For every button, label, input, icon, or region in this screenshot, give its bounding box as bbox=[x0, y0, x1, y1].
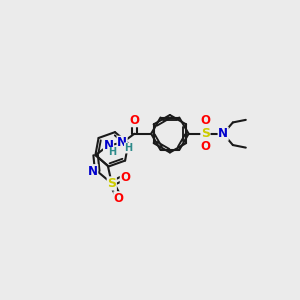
Text: H: H bbox=[124, 143, 133, 153]
Text: O: O bbox=[200, 140, 210, 153]
Text: S: S bbox=[107, 177, 116, 190]
Text: N: N bbox=[103, 139, 113, 152]
Text: O: O bbox=[114, 192, 124, 205]
Text: O: O bbox=[200, 114, 210, 127]
Text: N: N bbox=[218, 127, 228, 140]
Text: O: O bbox=[129, 114, 140, 127]
Text: N: N bbox=[117, 136, 127, 149]
Text: H: H bbox=[108, 148, 116, 158]
Text: N: N bbox=[88, 165, 98, 178]
Text: O: O bbox=[120, 171, 130, 184]
Text: S: S bbox=[201, 127, 210, 140]
